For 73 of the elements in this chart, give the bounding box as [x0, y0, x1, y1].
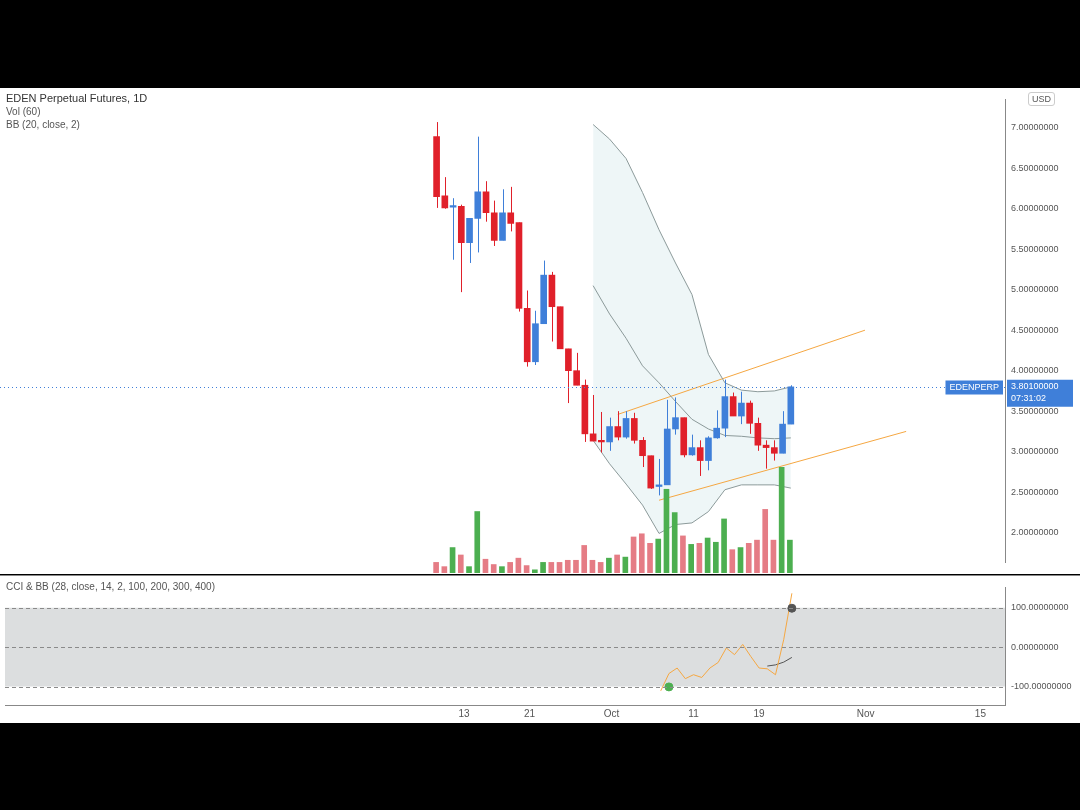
bar	[754, 539, 760, 573]
candlestick	[523, 290, 531, 368]
chart-title: EDEN Perpetual Futures, 1D	[6, 92, 148, 105]
bar	[457, 554, 464, 573]
y-tick-label: 0.00000000	[1011, 641, 1059, 652]
candlestick	[696, 439, 704, 477]
candlestick	[680, 417, 688, 458]
chart-title: CCI & BB (28, close, 14, 2, 100, 200, 300, 400)	[6, 580, 216, 593]
x-tick-label: 11	[688, 707, 700, 719]
bar	[638, 533, 645, 573]
candlestick	[556, 306, 564, 350]
x-tick-label: 13	[458, 707, 471, 719]
y-tick-label: 2.00000000	[1011, 527, 1059, 538]
candlestick	[507, 186, 515, 232]
text: 07:31:02	[1011, 393, 1047, 404]
candlestick	[457, 204, 465, 293]
candlestick	[672, 396, 679, 436]
y-tick-label: 4.50000000	[1011, 324, 1059, 335]
bar	[729, 549, 736, 573]
x-tick-label: 15	[974, 707, 987, 719]
text: 3.80100000	[1011, 381, 1059, 392]
candlestick	[606, 417, 613, 452]
bar	[581, 545, 588, 573]
y-tick-label: 2.50000000	[1011, 486, 1059, 497]
bar	[523, 565, 530, 573]
bar	[532, 569, 538, 573]
y-tick-label: 4.00000000	[1011, 365, 1059, 376]
x-tick-label: Nov	[856, 707, 875, 719]
ref-line-label: EDENPERP	[949, 381, 999, 392]
bar	[745, 542, 752, 573]
bar	[433, 562, 439, 573]
y-tick-label: 3.50000000	[1011, 405, 1059, 416]
bar	[573, 559, 579, 573]
bar	[721, 518, 727, 573]
bar	[490, 564, 497, 573]
y-tick-label: 5.00000000	[1011, 284, 1059, 295]
candlestick	[779, 410, 786, 454]
y-tick-label: -100.00000000	[1011, 681, 1072, 691]
y-tick-label: 5.50000000	[1011, 243, 1059, 254]
bar	[787, 539, 793, 573]
bar	[499, 566, 505, 573]
candlestick	[433, 121, 440, 209]
bar	[647, 542, 653, 573]
y-tick-label: 6.50000000	[1011, 162, 1059, 173]
bar	[762, 509, 769, 573]
y-tick-label: 100.00000000	[1011, 602, 1069, 613]
bar	[466, 566, 472, 573]
candlestick	[490, 200, 498, 247]
bar	[688, 544, 694, 573]
x-tick-label: Oct	[603, 707, 620, 719]
bar	[507, 562, 513, 573]
y-tick-label: 6.00000000	[1011, 203, 1059, 214]
bar	[606, 557, 612, 573]
candlestick	[771, 439, 778, 462]
bar	[614, 554, 620, 573]
bar	[474, 511, 481, 573]
bar	[671, 512, 678, 573]
y-tick-label: 3.00000000	[1011, 446, 1059, 457]
candlestick	[499, 188, 506, 241]
y-tick-label: 7.00000000	[1011, 122, 1059, 133]
x-tick-label: 19	[753, 707, 766, 719]
bar	[655, 538, 662, 573]
bar	[564, 559, 571, 573]
candlestick	[746, 400, 753, 435]
bar	[540, 562, 546, 573]
y-axis-title: USD	[1027, 92, 1055, 106]
annotation: Vol (60)	[6, 105, 42, 118]
bar	[713, 541, 719, 573]
bar	[548, 562, 555, 573]
x-tick-label: 21	[524, 707, 536, 719]
bar	[680, 535, 686, 573]
bar	[441, 566, 448, 573]
annotation: BB (20, close, 2)	[6, 118, 81, 131]
